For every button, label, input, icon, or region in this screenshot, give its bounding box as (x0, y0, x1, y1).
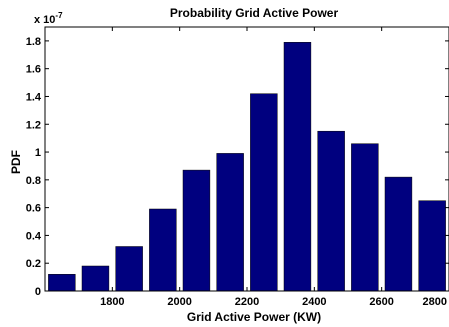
y-tick-label: 0.4 (26, 230, 42, 242)
bar-2550 (351, 143, 379, 292)
y-tick-label: 0.2 (26, 258, 41, 270)
y-tick-label: 0.8 (26, 175, 41, 187)
y-tick-label: 1.6 (26, 64, 41, 76)
x-tick-label: 2600 (369, 296, 393, 308)
bar-2650 (384, 176, 413, 292)
y-tick-label: 1.4 (26, 91, 42, 103)
bars-group (48, 42, 446, 292)
bar-2150 (216, 153, 244, 292)
bar-2050 (182, 169, 211, 292)
bar-1850 (115, 246, 143, 292)
x-tick-label: 2400 (302, 296, 326, 308)
chart-title: Probability Grid Active Power (170, 6, 339, 20)
x-tick-label: 2800 (423, 296, 447, 308)
bar-2750 (418, 200, 446, 292)
bar-2450 (317, 130, 345, 292)
x-ticks-group: 1800 2000 2200 2400 2600 2800 (100, 27, 449, 308)
y-axis-multiplier: x 10-7 (34, 11, 63, 26)
bar-1650 (48, 274, 76, 292)
plot-frame (44, 26, 449, 292)
y-ticks-group: 0 0.2 0.4 0.6 0.8 1 1.2 1.4 1.6 1.8 (26, 36, 449, 298)
x-tick-label: 1800 (100, 296, 124, 308)
y-tick-label: 1.2 (26, 119, 41, 131)
y-axis-label: PDF (9, 150, 23, 174)
y-tick-label: 0.6 (26, 203, 41, 215)
bar-1750 (81, 265, 110, 292)
x-axis-label: Grid Active Power (KW) (187, 310, 321, 324)
x-tick-label: 2000 (167, 296, 191, 308)
bar-2350 (283, 42, 312, 292)
y-tick-label: 0 (35, 286, 41, 298)
bar-1950 (149, 208, 177, 292)
bar-2250 (250, 93, 278, 292)
y-tick-label: 1 (35, 147, 41, 159)
y-tick-label: 1.8 (26, 36, 41, 48)
x-tick-label: 2200 (235, 296, 259, 308)
